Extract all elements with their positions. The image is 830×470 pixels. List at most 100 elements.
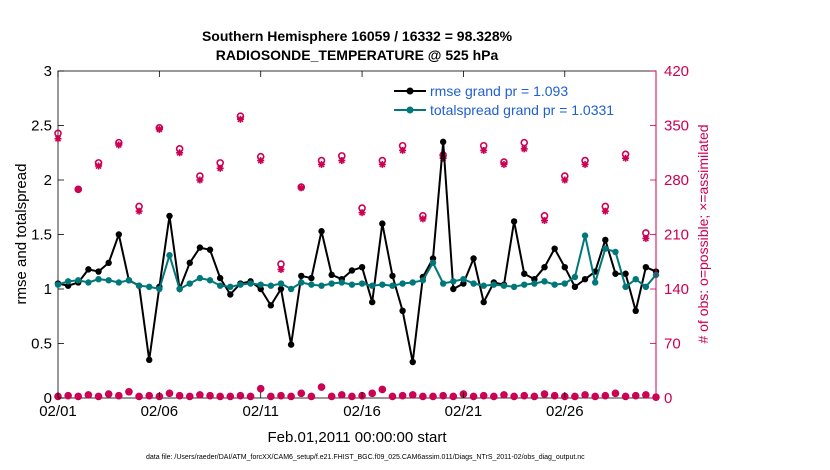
obs-star-stroke (480, 392, 487, 399)
y-tick-label: 0.5 (31, 336, 52, 353)
obs-assimilated-marker-low (105, 390, 113, 398)
obs-possible-marker (520, 138, 529, 147)
obs-assimilated-marker-low (510, 392, 518, 400)
obs-star-stroke (257, 157, 264, 164)
obs-star-stroke (277, 266, 285, 273)
data-file-footer: data file: /Users/raeder/DAI/ATM_forcXX/… (146, 454, 585, 461)
obs-assimilated-marker-low (449, 392, 457, 400)
obs-star-stroke (328, 393, 335, 400)
y-tick-label: 3 (44, 63, 52, 80)
obs-assimilated-marker (74, 185, 82, 193)
totalspread-line-point (379, 281, 386, 288)
obs-star-stroke (176, 392, 183, 399)
obs-assimilated-marker (399, 146, 407, 154)
obs-assimilated-marker (338, 157, 346, 165)
rmse-line-point (409, 358, 416, 366)
totalspread-line-point (531, 280, 538, 287)
obs-star-stroke (196, 391, 203, 398)
obs-assimilated-marker (216, 164, 224, 172)
y-right-tick-label: 350 (664, 118, 689, 135)
y-right-tick-label: 0 (664, 390, 672, 407)
obs-star-stroke (399, 392, 406, 399)
obs-assimilated-marker (419, 215, 427, 223)
obs-assimilated-marker-low (388, 392, 396, 400)
totalspread-line-point (135, 282, 143, 289)
obs-star-stroke (419, 215, 426, 223)
rmse-line-point (389, 272, 396, 280)
obs-star-stroke (521, 392, 528, 399)
chart-subtitle: RADIOSONDE_TEMPERATURE @ 525 hPa (216, 47, 499, 63)
obs-assimilated-marker-low (115, 392, 123, 400)
obs-assimilated-marker (581, 160, 589, 168)
obs-assimilated-marker-low (520, 392, 528, 400)
rmse-line-point (379, 220, 386, 227)
obs-assimilated-marker-low (226, 392, 234, 400)
obs-assimilated-marker (520, 145, 528, 153)
totalspread-line-point (602, 245, 609, 252)
obs-star-stroke (298, 184, 305, 191)
totalspread-line-point (612, 248, 619, 256)
obs-star-stroke (65, 392, 72, 399)
rmse-line-point (470, 255, 477, 262)
obs-star-stroke (379, 161, 386, 168)
y-right-tick-label: 70 (664, 336, 681, 353)
totalspread-line-point (216, 282, 224, 289)
obs-star-stroke (267, 393, 274, 400)
rmse-line-point (287, 341, 295, 348)
obs-star-stroke (237, 116, 244, 123)
obs-assimilated-marker-low (287, 392, 295, 400)
x-axis-label: Feb.01,2011 00:00:00 start (267, 429, 447, 446)
obs-star-stroke (581, 391, 589, 398)
axes-layer: 0 0.5 1 1.5 2 2.5 3 0 70 140 210 280 350 420 02/01 02/0… (31, 63, 689, 420)
totalspread-line-point (247, 280, 254, 287)
obs-star-stroke (338, 391, 345, 398)
obs-star-stroke (440, 392, 447, 399)
obs-star-stroke (561, 176, 568, 184)
obs-star-stroke (85, 391, 92, 398)
legend-rmse-label: rmse grand pr = 1.093 (430, 83, 568, 99)
obs-star-stroke (450, 393, 457, 400)
totalspread-line-point (409, 279, 416, 286)
x-tick-label: 02/16 (343, 403, 381, 420)
obs-star-stroke (642, 391, 649, 398)
totalspread-line-point (419, 277, 427, 284)
rmse-line-point (196, 244, 204, 251)
obs-star-stroke (551, 392, 558, 399)
legend: rmse grand pr = 1.093 totalspread grand … (389, 80, 647, 120)
obs-star-stroke (196, 176, 203, 184)
obs-assimilated-marker-low (84, 391, 92, 399)
obs-assimilated-marker-low (257, 385, 265, 393)
obs-star-stroke (298, 390, 305, 397)
totalspread-line-point (561, 280, 568, 287)
obs-assimilated-marker (257, 157, 265, 165)
obs-star-stroke (592, 393, 599, 400)
obs-assimilated-marker (155, 125, 163, 133)
totalspread-line-point (308, 281, 315, 288)
y-axis-right-label: # of obs: o=possible; ×=assimilated (695, 124, 711, 343)
totalspread-line-point (541, 278, 548, 285)
x-tick-label: 02/26 (546, 403, 584, 420)
obs-assimilated-marker-low (145, 392, 153, 400)
totalspread-line-point (85, 279, 92, 286)
obs-star-stroke (75, 393, 82, 400)
rmse-line-point (521, 270, 528, 277)
obs-star-stroke (429, 393, 437, 400)
obs-assimilated-marker-low (541, 390, 549, 398)
totalspread-line-point (369, 282, 376, 289)
totalspread-line-point (196, 274, 204, 282)
obs-star-stroke (358, 209, 366, 216)
rmse-line-point (146, 356, 153, 364)
rmse-line-point (571, 283, 579, 291)
rmse-line-point (216, 274, 224, 282)
rmse-line-point (267, 302, 275, 309)
totalspread-line-point (480, 282, 487, 289)
obs-star-stroke (348, 393, 356, 400)
rmse-line-point (541, 264, 548, 271)
obs-assimilated-marker-low (196, 391, 204, 399)
obs-assimilated-marker (95, 162, 103, 170)
obs-star-stroke (531, 393, 538, 400)
obs-assimilated-marker-low (74, 392, 82, 400)
obs-assimilated-marker (358, 209, 366, 217)
rmse-line-point (439, 138, 447, 146)
rmse-line-point (318, 228, 325, 235)
